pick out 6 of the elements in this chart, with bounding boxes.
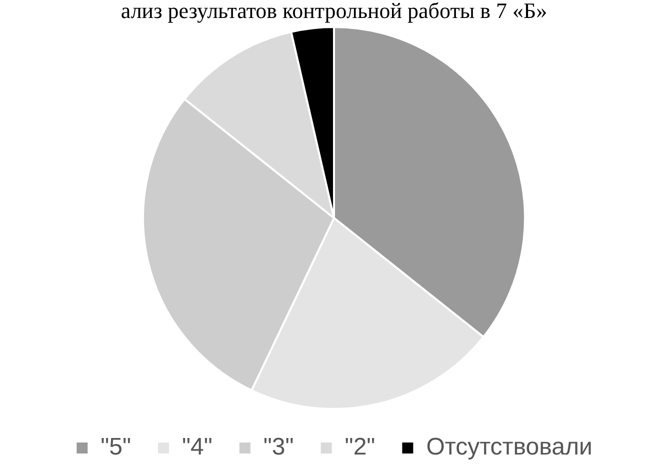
legend-label: "3" [263, 434, 294, 461]
legend-label: "2" [344, 434, 376, 461]
legend-label: "4" [182, 434, 212, 461]
legend-label: Отсутствовали [426, 434, 592, 461]
legend-label: "5" [100, 434, 132, 461]
chart-title: ализ результатов контрольной работы в 7 «Б» [120, 0, 548, 24]
